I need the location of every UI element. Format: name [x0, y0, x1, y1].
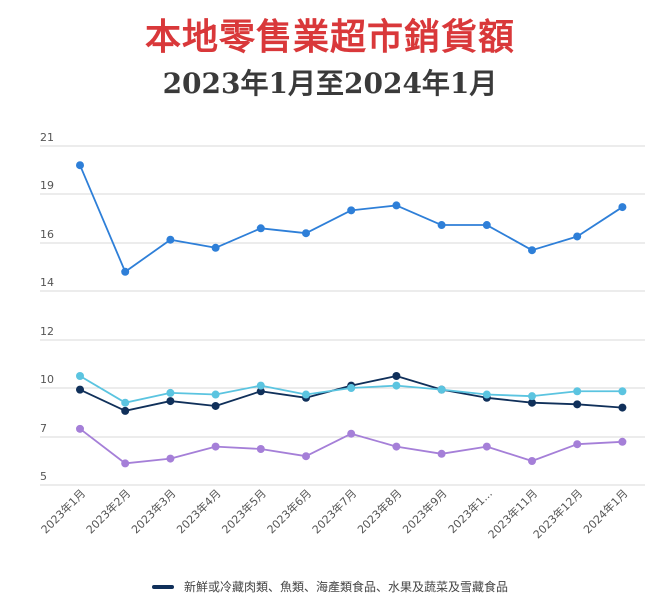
- data-point: [166, 388, 175, 397]
- data-point: [347, 384, 356, 392]
- y-tick-label: 14: [40, 276, 54, 289]
- x-tick-label: 2023年8月: [354, 486, 404, 536]
- y-tick-label: 21: [40, 131, 54, 144]
- data-point: [618, 387, 627, 396]
- data-point: [76, 372, 84, 380]
- y-tick-label: 16: [40, 228, 54, 241]
- data-point: [573, 400, 582, 409]
- data-point: [121, 398, 130, 407]
- data-point: [482, 221, 491, 230]
- legend-swatch: [151, 584, 174, 589]
- data-point: [256, 445, 265, 453]
- data-point: [256, 224, 265, 233]
- chart-subtitle: 2023年1月至2024年1月: [162, 67, 498, 100]
- data-point: [256, 387, 265, 396]
- data-point: [573, 387, 582, 396]
- data-point: [121, 459, 130, 468]
- data-point: [76, 424, 84, 433]
- data-point: [392, 372, 401, 380]
- data-point: [211, 390, 220, 399]
- data-point: [121, 406, 130, 415]
- x-tick-label: 2023年2月: [83, 486, 133, 536]
- data-point: [302, 229, 310, 238]
- data-point: [392, 201, 401, 210]
- data-point: [392, 442, 401, 451]
- data-point: [347, 429, 356, 438]
- data-point: [211, 243, 220, 252]
- y-tick-label: 10: [40, 373, 54, 386]
- legend: 新鮮或冷藏肉類、魚類、海產類食品、水果及蔬菜及雪藏食品: [0, 578, 660, 595]
- x-tick-label: 2023年7月: [309, 486, 359, 536]
- data-point: [437, 385, 446, 394]
- data-point: [76, 161, 84, 170]
- x-tick-label: 2023年9月: [400, 486, 450, 536]
- data-point: [528, 398, 536, 407]
- data-point: [166, 454, 175, 463]
- legend-label: 新鮮或冷藏肉類、魚類、海產類食品、水果及蔬菜及雪藏食品: [183, 580, 508, 594]
- data-point: [211, 442, 220, 451]
- data-point: [76, 385, 84, 394]
- data-point: [528, 392, 536, 401]
- x-tick-label: 2023年4月: [174, 486, 224, 536]
- x-tick-label: 2023年6月: [264, 486, 314, 536]
- data-point: [121, 267, 130, 276]
- data-point: [482, 390, 491, 399]
- data-point: [166, 397, 175, 406]
- y-tick-label: 7: [40, 422, 47, 435]
- y-tick-label: 12: [40, 325, 54, 338]
- data-point: [482, 442, 491, 451]
- data-point: [437, 221, 446, 230]
- data-point: [392, 381, 401, 390]
- data-point: [347, 206, 356, 215]
- data-point: [211, 401, 220, 410]
- data-point: [302, 390, 310, 399]
- x-tick-label: 2023年3月: [128, 486, 178, 536]
- chart-title: 本地零售業超市銷貨額: [144, 17, 515, 58]
- x-tick-label: 2024年1月: [580, 486, 630, 536]
- data-point: [528, 457, 536, 465]
- data-point: [437, 449, 446, 458]
- data-point: [302, 452, 310, 461]
- series-line: [79, 375, 623, 412]
- series-line: [79, 164, 623, 273]
- y-tick-label: 19: [40, 179, 54, 192]
- data-point: [166, 235, 175, 244]
- x-tick-label: 2023年5月: [219, 486, 269, 536]
- x-tick-label: 2023年1月: [38, 486, 88, 536]
- data-point: [573, 440, 582, 449]
- data-point: [573, 232, 582, 241]
- x-tick-label: 2023年1...: [445, 486, 495, 536]
- data-point: [256, 381, 265, 390]
- data-point: [618, 403, 627, 412]
- y-tick-label: 5: [40, 470, 47, 483]
- data-point: [618, 203, 627, 212]
- data-point: [528, 246, 536, 255]
- line-chart: 211916141210752023年1月2023年2月2023年3月2023年…: [38, 131, 645, 541]
- data-point: [618, 437, 627, 446]
